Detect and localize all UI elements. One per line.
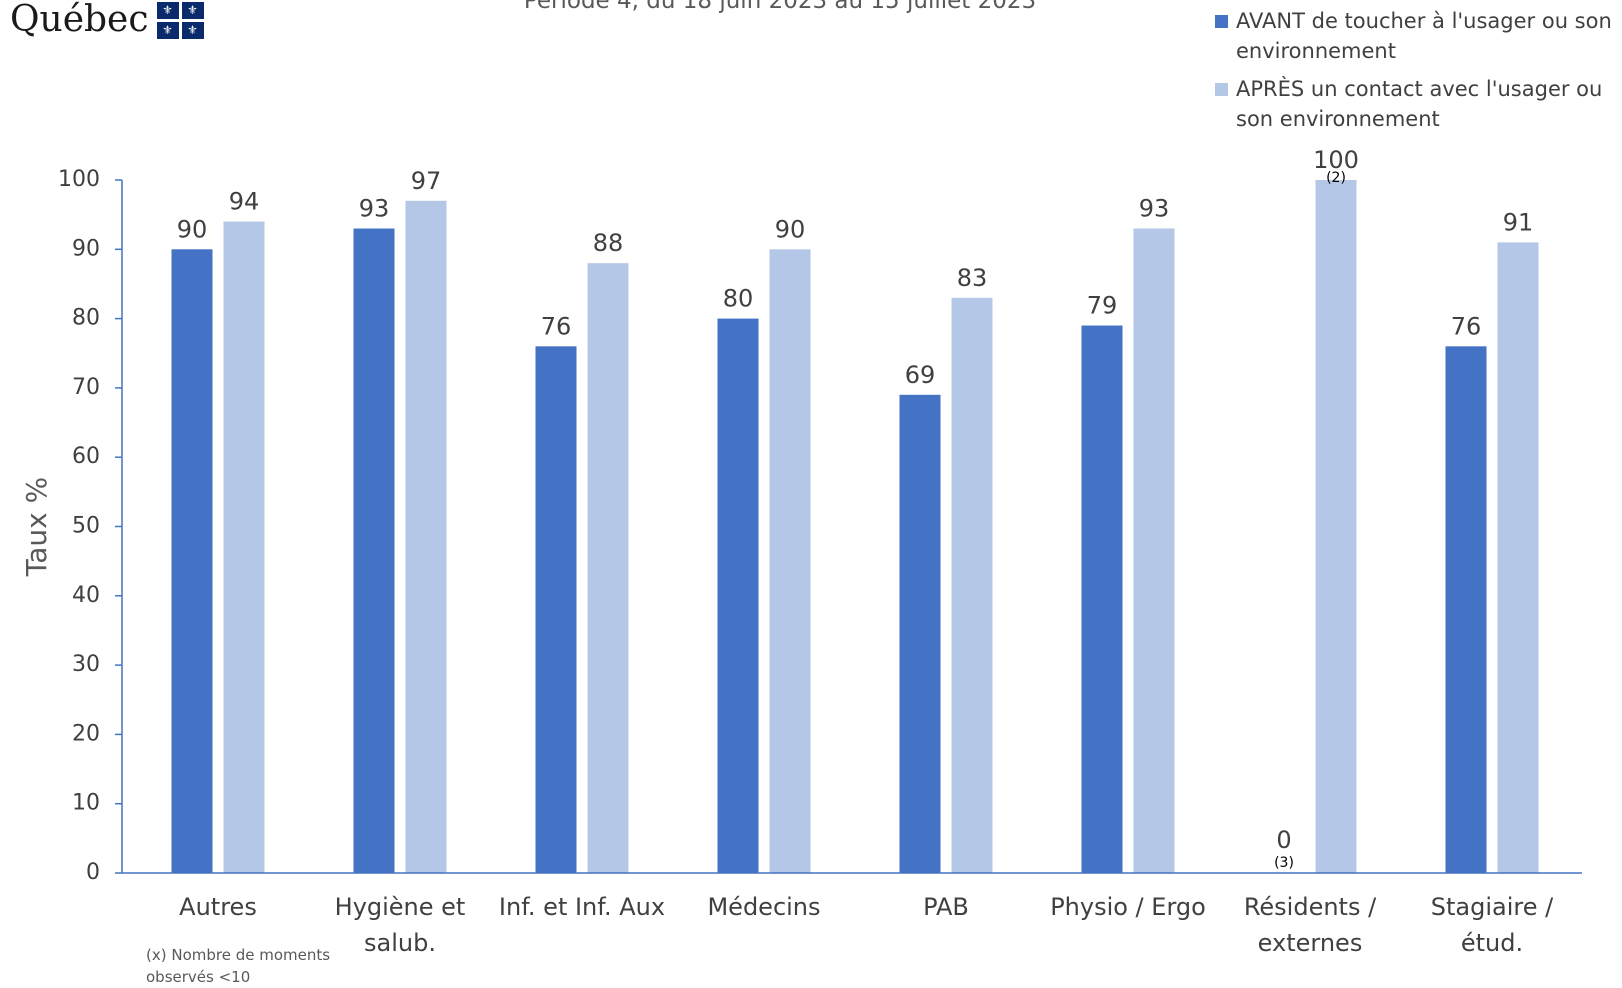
y-axis-title: Taux % xyxy=(20,477,53,577)
bar-apres xyxy=(1133,228,1175,873)
logo-text: Québec xyxy=(10,0,149,40)
legend-item-avant: AVANT de toucher à l'usager ou son envir… xyxy=(1215,6,1615,66)
bar-avant xyxy=(1081,325,1123,873)
data-label: 76 xyxy=(1451,312,1482,340)
category-label: externes xyxy=(1258,929,1363,957)
quebec-flag-icon: ⚜ ⚜ ⚜ ⚜ xyxy=(156,1,204,39)
y-tick-label: 50 xyxy=(72,514,100,539)
legend-label-avant: AVANT de toucher à l'usager ou son envir… xyxy=(1236,9,1612,63)
quebec-logo: Québec ⚜ ⚜ ⚜ ⚜ xyxy=(10,0,204,40)
data-label: 93 xyxy=(359,195,390,223)
y-tick-label: 10 xyxy=(72,791,100,816)
bar-avant xyxy=(1445,346,1487,873)
y-tick-label: 0 xyxy=(86,860,100,885)
y-tick-label: 30 xyxy=(72,652,100,677)
category-label: Stagiaire / xyxy=(1431,893,1554,921)
data-label: 100 xyxy=(1313,146,1359,174)
category-label: étud. xyxy=(1461,929,1523,957)
bar-apres xyxy=(1497,242,1539,873)
chart-subtitle: Période 4, du 18 juin 2023 au 15 juillet… xyxy=(523,0,1037,14)
bar-apres xyxy=(951,297,993,873)
sample-size-note: (3) xyxy=(1274,855,1294,871)
category-label: Autres xyxy=(179,893,257,921)
category-label: Hygiène et xyxy=(335,893,466,921)
chart-legend: AVANT de toucher à l'usager ou son envir… xyxy=(1215,6,1615,142)
bar-apres xyxy=(405,200,447,874)
data-label: 0 xyxy=(1276,826,1291,854)
category-label: salub. xyxy=(364,929,436,957)
bar-avant xyxy=(171,249,213,874)
legend-label-apres: APRÈS un contact avec l'usager ou son en… xyxy=(1236,77,1603,131)
sample-size-note: (2) xyxy=(1326,170,1346,186)
y-tick-label: 60 xyxy=(72,444,100,469)
bar-avant xyxy=(717,318,759,874)
bar-avant xyxy=(353,228,395,873)
data-label: 90 xyxy=(177,215,208,243)
data-label: 94 xyxy=(229,188,260,216)
data-label: 80 xyxy=(723,285,754,313)
data-label: 83 xyxy=(957,264,988,292)
bar-avant xyxy=(535,346,577,873)
data-label: 97 xyxy=(411,167,442,195)
data-label: 88 xyxy=(593,229,624,257)
category-label: Médecins xyxy=(707,893,820,921)
footnote: (x) Nombre de moments observés <10 xyxy=(146,946,331,986)
y-tick-label: 20 xyxy=(72,721,100,746)
data-label: 91 xyxy=(1503,208,1534,236)
y-tick-label: 90 xyxy=(72,236,100,261)
bar-avant xyxy=(899,394,941,873)
legend-swatch-apres xyxy=(1215,83,1228,96)
y-tick-label: 80 xyxy=(72,306,100,331)
y-tick-label: 70 xyxy=(72,375,100,400)
y-tick-label: 100 xyxy=(58,167,100,192)
bar-apres xyxy=(587,263,629,873)
data-label: 93 xyxy=(1139,195,1170,223)
data-label: 69 xyxy=(905,361,936,389)
bar-apres xyxy=(1315,180,1357,873)
bar-apres xyxy=(769,249,811,874)
category-label: PAB xyxy=(923,893,969,921)
category-label: Physio / Ergo xyxy=(1050,893,1206,921)
legend-item-apres: APRÈS un contact avec l'usager ou son en… xyxy=(1215,74,1615,134)
data-label: 90 xyxy=(775,215,806,243)
bar-apres xyxy=(223,221,265,873)
legend-swatch-avant xyxy=(1215,15,1228,28)
data-label: 76 xyxy=(541,312,572,340)
data-label: 79 xyxy=(1087,292,1118,320)
category-label: Résidents / xyxy=(1244,893,1377,921)
y-tick-label: 40 xyxy=(72,583,100,608)
category-label: Inf. et Inf. Aux xyxy=(499,893,665,921)
